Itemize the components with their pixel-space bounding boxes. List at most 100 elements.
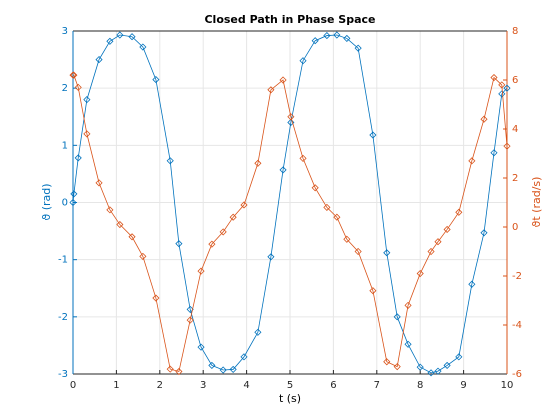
point-marker: [83, 130, 91, 138]
point-marker: [240, 201, 248, 209]
point-marker: [498, 81, 506, 89]
point-marker: [139, 252, 147, 260]
y2-tick-label: 6: [512, 75, 518, 86]
point-marker: [106, 37, 114, 45]
point-marker: [354, 44, 362, 52]
point-marker: [83, 96, 91, 104]
point-marker: [116, 220, 124, 229]
point-marker: [455, 353, 463, 361]
point-marker: [333, 213, 341, 221]
point-marker: [434, 238, 442, 246]
x-tick-label: 3: [200, 380, 206, 391]
point-marker: [69, 71, 77, 79]
point-marker: [152, 76, 160, 84]
x-axis-label: t (s): [279, 392, 301, 405]
x-tick-label: 1: [113, 380, 119, 391]
point-marker: [254, 159, 262, 167]
point-marker: [74, 154, 82, 162]
point-marker: [219, 228, 227, 236]
point-marker: [416, 363, 424, 371]
point-marker: [503, 84, 511, 92]
point-marker: [287, 118, 295, 127]
point-marker: [279, 166, 287, 174]
x-tick-label: 10: [501, 380, 514, 391]
point-marker: [186, 316, 194, 324]
point-marker: [369, 131, 377, 139]
point-marker: [240, 353, 248, 361]
point-marker: [404, 340, 412, 348]
point-marker: [299, 57, 307, 65]
point-marker: [323, 32, 331, 40]
point-marker: [455, 208, 463, 216]
point-marker: [393, 363, 401, 371]
point-marker: [383, 249, 391, 257]
point-marker: [197, 343, 205, 351]
point-marker: [311, 37, 319, 45]
point-marker: [490, 73, 498, 82]
point-marker: [369, 287, 377, 295]
point-marker: [480, 115, 488, 123]
point-marker: [208, 240, 216, 248]
point-marker: [490, 149, 498, 157]
point-marker: [416, 269, 424, 278]
point-marker: [116, 31, 124, 39]
point-marker: [354, 247, 362, 256]
point-marker: [299, 154, 307, 162]
x-tick-label: 2: [157, 380, 163, 391]
y-tick-label: 1: [62, 140, 68, 151]
point-marker: [311, 184, 319, 192]
x-tick-label: 0: [70, 380, 76, 391]
point-marker: [427, 247, 435, 256]
y-axis-label: ϑ (rad): [40, 183, 53, 220]
point-marker: [267, 253, 275, 261]
point-marker: [468, 157, 476, 165]
y2-tick-label: -6: [512, 369, 522, 380]
point-marker: [279, 76, 287, 84]
point-marker: [443, 361, 451, 369]
point-marker: [166, 157, 174, 165]
point-marker: [323, 203, 331, 211]
point-marker: [434, 367, 442, 375]
y-tick-label: 3: [62, 26, 68, 37]
y-tick-label: 0: [62, 198, 68, 209]
y2-tick-label: -4: [512, 320, 522, 331]
point-marker: [383, 358, 391, 366]
point-marker: [69, 198, 77, 207]
point-marker: [106, 206, 114, 214]
y2-tick-label: 2: [512, 173, 518, 184]
point-marker: [197, 267, 205, 275]
point-marker: [208, 361, 216, 369]
point-marker: [404, 301, 412, 309]
point-marker: [427, 369, 435, 377]
x-tick-label: 7: [374, 380, 380, 391]
point-marker: [503, 142, 511, 150]
point-marker: [219, 366, 227, 374]
point-marker: [443, 225, 451, 234]
x-tick-label: 5: [287, 380, 293, 391]
y2-tick-label: -2: [512, 271, 522, 282]
point-marker: [287, 113, 295, 121]
point-marker: [254, 328, 262, 336]
point-marker: [95, 56, 103, 64]
point-marker: [480, 229, 488, 237]
x-tick-label: 4: [243, 380, 249, 391]
point-marker: [128, 233, 136, 241]
y2-tick-label: 8: [512, 26, 518, 37]
point-marker: [229, 365, 237, 373]
point-marker: [468, 280, 476, 288]
y-tick-label: 2: [62, 83, 68, 94]
y-tick-label: -1: [58, 255, 68, 266]
chart-title: Closed Path in Phase Space: [204, 13, 375, 26]
point-marker: [267, 86, 275, 94]
point-marker: [229, 213, 237, 221]
point-marker: [186, 305, 194, 313]
x-tick-label: 9: [460, 380, 466, 391]
point-marker: [74, 83, 82, 91]
point-marker: [70, 71, 78, 79]
point-marker: [175, 367, 183, 376]
y2-tick-label: 4: [512, 124, 518, 135]
y2-axis-label: ϑt (rad/s): [530, 177, 543, 228]
point-marker: [343, 235, 351, 243]
